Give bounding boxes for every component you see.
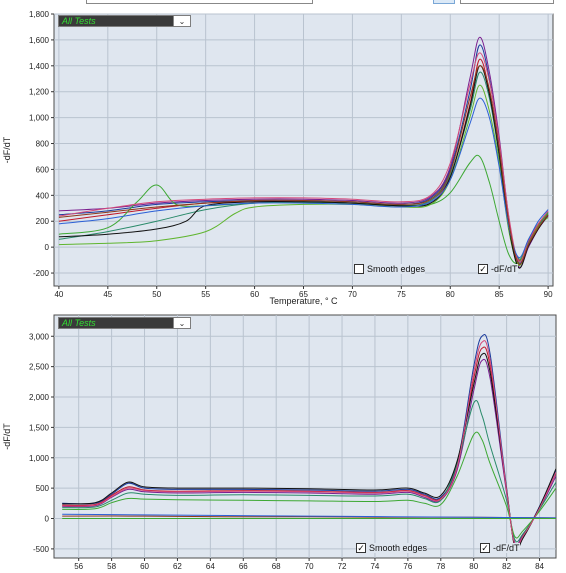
y-tick-label: 800 (36, 140, 50, 149)
x-tick-label: 75 (397, 290, 406, 299)
y-tick-label: -500 (33, 545, 50, 554)
derivative-option[interactable]: ✓ -dF/dT (480, 543, 520, 553)
test-selector[interactable]: All Tests ⌄ (58, 15, 191, 27)
y-tick-label: 1,000 (29, 454, 50, 463)
x-axis-title: Temperature, ° C (269, 296, 338, 306)
y-tick-label: 1,200 (29, 88, 50, 97)
melt-curve-line (58, 71, 549, 260)
x-tick-label: 70 (348, 290, 357, 299)
melt-curve-chart-top: 40 45 50 55 60 65 70 75 80 85 90 -200 0 200 400 600 800 1… (0, 6, 566, 308)
test-selector-value: All Tests (62, 16, 96, 26)
y-tick-label: 1,000 (29, 114, 50, 123)
smooth-edges-checkbox[interactable] (354, 264, 364, 274)
x-tick-label: 45 (103, 290, 112, 299)
melt-curve-line (62, 513, 556, 519)
x-tick-label: 50 (152, 290, 161, 299)
grid-lines (54, 13, 553, 286)
y-tick-label: 1,800 (29, 10, 50, 19)
smooth-edges-label: Smooth edges (367, 264, 426, 274)
toolbar-field[interactable] (460, 0, 554, 4)
y-tick-label: -200 (33, 269, 50, 278)
chart-canvas: 40 45 50 55 60 65 70 75 80 85 90 -200 0 200 400 600 800 1… (2, 10, 554, 306)
smooth-edges-option[interactable]: Smooth edges (354, 264, 426, 274)
x-tick-label: 66 (239, 562, 248, 571)
x-tick-label: 56 (74, 562, 83, 571)
x-tick-label: 68 (272, 562, 281, 571)
x-tick-label: 80 (469, 562, 478, 571)
y-tick-label: 2,500 (29, 363, 50, 372)
smooth-edges-label: Smooth edges (369, 543, 428, 553)
x-tick-label: 72 (338, 562, 347, 571)
toolbar-field[interactable] (86, 0, 313, 4)
y-tick-label: 0 (45, 243, 50, 252)
melt-curve-line (58, 52, 549, 263)
x-tick-label: 84 (535, 562, 544, 571)
derivative-checkbox[interactable]: ✓ (478, 264, 488, 274)
series-group (58, 36, 549, 269)
x-tick-label: 40 (54, 290, 63, 299)
y-tick-label: 1,600 (29, 36, 50, 45)
test-selector-value: All Tests (62, 318, 96, 328)
y-tick-label: 1,500 (29, 423, 50, 432)
y-tick-label: 400 (36, 191, 50, 200)
y-tick-label: 200 (36, 217, 50, 226)
melt-curve-line (58, 97, 549, 259)
melt-curve-line (58, 36, 549, 268)
y-tick-label: 1,400 (29, 62, 50, 71)
chart-canvas: 56 58 60 62 64 66 68 70 72 74 76 78 80 82 84 -500 0 500 1,… (2, 314, 557, 571)
x-tick-label: 65 (299, 290, 308, 299)
y-tick-label: 3,000 (29, 332, 50, 341)
x-tick-label: 74 (370, 562, 379, 571)
x-tick-label: 76 (403, 562, 412, 571)
toolbar-button[interactable] (433, 0, 455, 4)
toolbar-strip (0, 0, 566, 6)
smooth-edges-option[interactable]: ✓ Smooth edges (356, 543, 428, 553)
melt-curve-chart-bottom: 56 58 60 62 64 66 68 70 72 74 76 78 80 82 84 -500 0 500 1,… (0, 310, 566, 573)
x-tick-label: 90 (544, 290, 553, 299)
melt-curve-line (58, 65, 549, 265)
test-selector[interactable]: All Tests ⌄ (58, 317, 191, 329)
melt-curve-line (58, 84, 549, 266)
x-tick-label: 55 (201, 290, 210, 299)
x-tick-label: 60 (140, 562, 149, 571)
smooth-edges-checkbox[interactable]: ✓ (356, 543, 366, 553)
chevron-down-icon[interactable]: ⌄ (173, 16, 190, 26)
derivative-label: -dF/dT (493, 543, 520, 553)
x-tick-label: 78 (436, 562, 445, 571)
x-tick-label: 70 (305, 562, 314, 571)
chevron-down-icon[interactable]: ⌄ (173, 318, 190, 328)
y-axis-title: -dF/dT (2, 136, 12, 163)
x-tick-label: 85 (495, 290, 504, 299)
derivative-label: -dF/dT (491, 264, 518, 274)
y-tick-label: 500 (36, 484, 50, 493)
x-tick-label: 62 (173, 562, 182, 571)
series-group (62, 333, 556, 552)
derivative-checkbox[interactable]: ✓ (480, 543, 490, 553)
derivative-option[interactable]: ✓ -dF/dT (478, 264, 518, 274)
x-tick-label: 80 (446, 290, 455, 299)
x-tick-label: 60 (250, 290, 259, 299)
y-tick-label: 0 (45, 515, 50, 524)
x-tick-label: 82 (502, 562, 511, 571)
melt-curve-line (62, 340, 556, 548)
y-tick-label: 2,000 (29, 393, 50, 402)
x-tick-label: 64 (206, 562, 215, 571)
y-tick-label: 600 (36, 165, 50, 174)
x-tick-label: 58 (107, 562, 116, 571)
melt-curve-line (62, 431, 556, 539)
y-axis-title: -dF/dT (2, 423, 12, 450)
